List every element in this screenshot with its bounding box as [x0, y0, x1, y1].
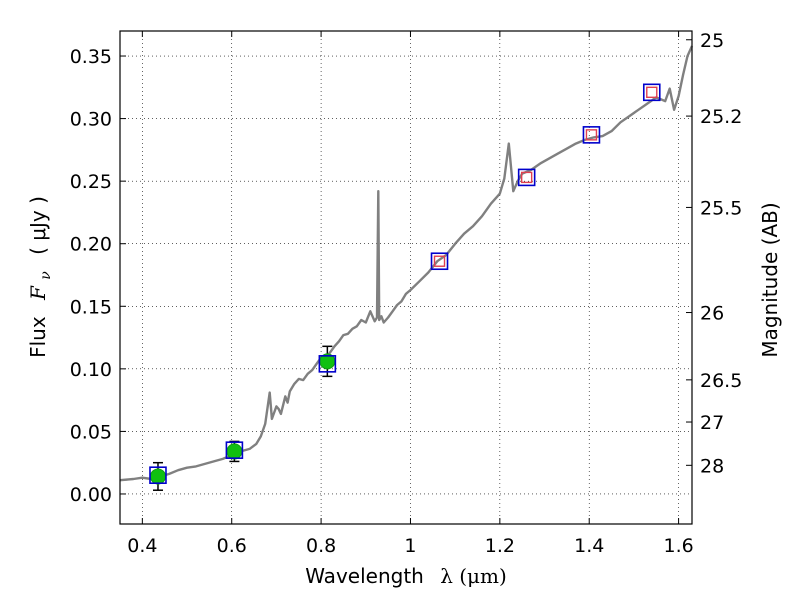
y-tick-label: 0.10: [70, 359, 112, 381]
x-tick-label: 0.6: [217, 535, 247, 557]
mag-tick-label: 27: [700, 412, 724, 434]
x-tick-label: 0.4: [127, 535, 157, 557]
y-tick-label: 0.30: [70, 109, 112, 131]
y-axis-label-text: Flux: [26, 316, 50, 358]
x-axis-label-text: Wavelength: [305, 564, 424, 588]
model-photometry-square: [149, 466, 167, 485]
x-tick-label: 0.8: [306, 535, 336, 557]
model-photometry-square: [225, 441, 244, 459]
x-axis-label: Wavelength λ (μm): [305, 564, 507, 588]
observed-photometry-square: [520, 171, 533, 184]
tick-layer: 0.4 0.6 0.8 1 1.2 1.4 1.6 0.00 0.05 0.10 0.15 0.20 0…: [70, 30, 743, 557]
x-axis-symbol: λ (μm): [440, 564, 507, 588]
grid-layer: [120, 31, 692, 524]
x-tick-label: 1.6: [663, 535, 693, 557]
mag-tick-label: 25: [700, 30, 724, 52]
y-axis-unit: ( μJy ): [26, 196, 50, 255]
model-photometry-square: [582, 126, 601, 144]
y-axis-label: Flux F ν ( μJy ): [26, 196, 55, 358]
model-photometry-square: [318, 355, 337, 373]
observed-photometry-square: [585, 129, 598, 141]
x-tick-label: 1: [404, 535, 416, 557]
mag-tick-label: 25.5: [700, 197, 742, 219]
model-photometry-square: [430, 252, 449, 271]
observed-photometry-square: [433, 255, 446, 267]
mag-tick-label: 26: [700, 303, 724, 325]
photometry-point: [149, 468, 166, 485]
y-axis-subscript: ν: [38, 271, 54, 280]
model-photometry-square: [642, 83, 661, 102]
y2-axis-label: Magnitude (AB): [758, 202, 782, 357]
mag-tick-label: 26.5: [700, 370, 742, 392]
model-photometry-square: [517, 168, 536, 187]
marker-layer: [149, 83, 661, 491]
y-tick-label: 0.05: [70, 421, 112, 443]
model-spectrum-line: [119, 45, 694, 482]
y-axis-symbol: F: [26, 285, 50, 301]
mag-tick-label: 28: [700, 455, 724, 477]
y-tick-label: 0.15: [70, 296, 112, 318]
y-tick-label: 0.35: [70, 46, 112, 68]
x-tick-label: 1.4: [574, 535, 604, 557]
observed-photometry-square: [646, 86, 658, 99]
y-tick-label: 0.00: [70, 484, 112, 506]
photometry-point: [226, 443, 243, 460]
curve-layer: [119, 45, 694, 482]
mag-tick-label: 25.2: [700, 106, 742, 128]
y-tick-label: 0.25: [70, 171, 112, 193]
x-tick-label: 1.2: [485, 535, 515, 557]
plot-frame: [119, 30, 693, 525]
y-tick-label: 0.20: [70, 234, 112, 256]
